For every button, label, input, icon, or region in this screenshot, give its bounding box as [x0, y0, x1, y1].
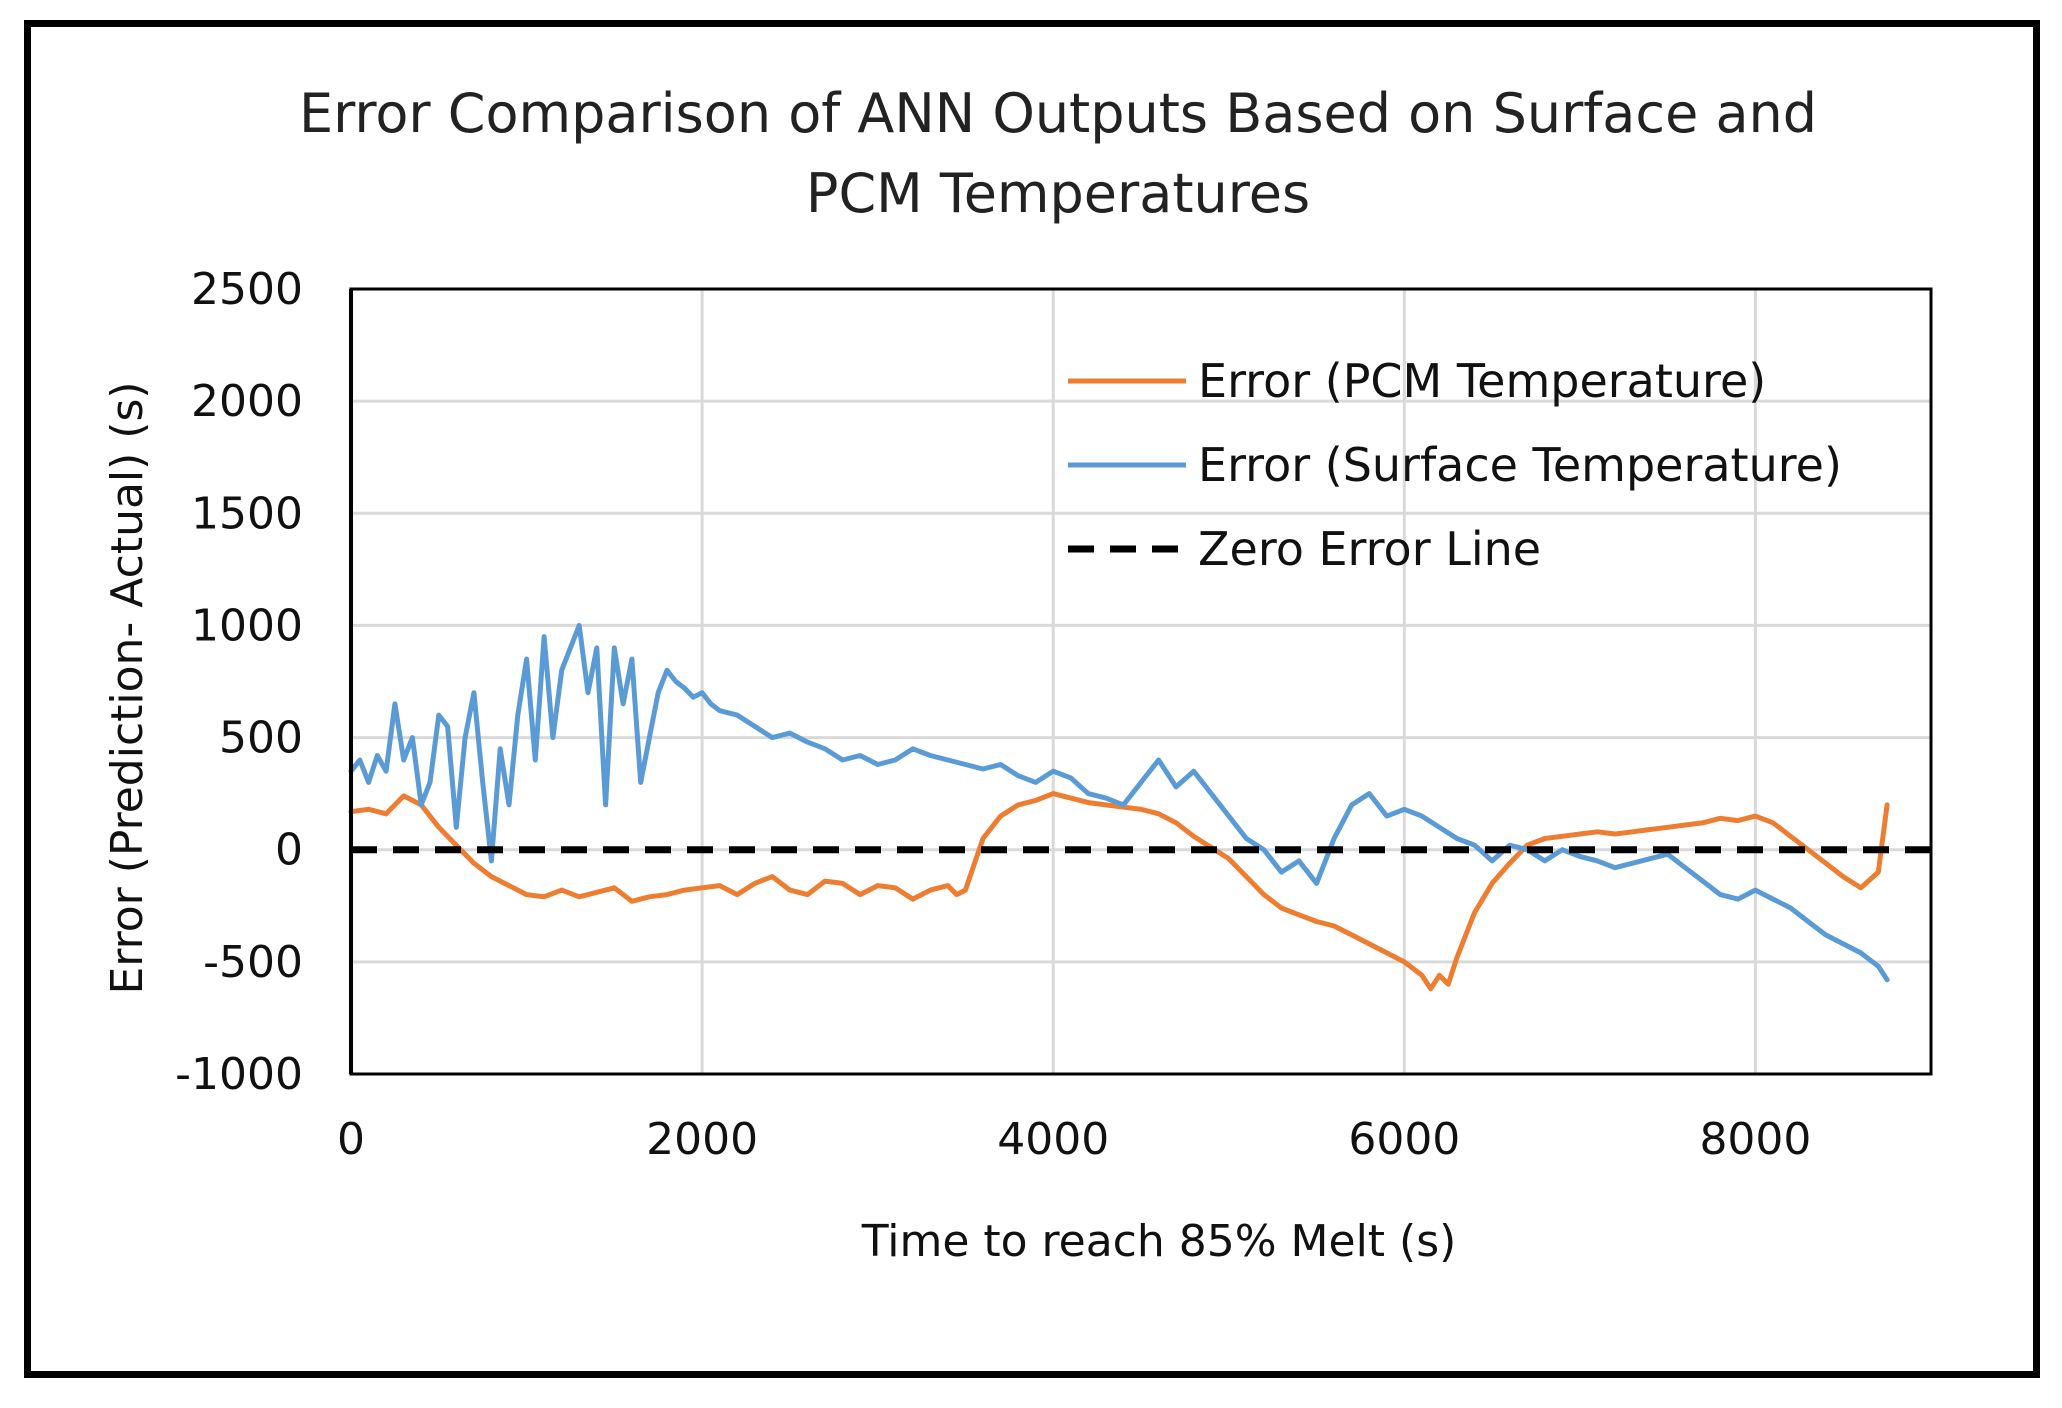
axes	[349, 287, 1933, 1076]
x-tick-label: 8000	[1699, 1114, 1811, 1165]
data-series	[348, 622, 1931, 992]
legend: Error (PCM Temperature) Error (Surface Te…	[1068, 354, 1842, 576]
chart-title-line-2: PCM Temperatures	[806, 162, 1310, 225]
legend-label-2: Zero Error Line	[1198, 522, 1541, 576]
x-tick-label: 0	[337, 1114, 365, 1165]
y-tick-label: 1000	[191, 600, 303, 651]
x-tick-label: 2000	[646, 1114, 758, 1165]
y-tick-label: 2000	[191, 376, 303, 427]
series-line-0	[348, 791, 1890, 992]
y-tick-label: 500	[219, 713, 303, 764]
x-tick-label: 4000	[997, 1114, 1109, 1165]
chart-title-line-1: Error Comparison of ANN Outputs Based on…	[299, 82, 1817, 145]
x-tick-label: 6000	[1348, 1114, 1460, 1165]
figure-frame	[24, 20, 2040, 1378]
series-line-1	[348, 622, 1890, 983]
x-axis-label: Time to reach 85% Melt (s)	[861, 1216, 1457, 1267]
y-tick-label: -1000	[175, 1049, 303, 1100]
y-tick-label: 0	[275, 825, 303, 876]
tick-labels: -1000 -500 0 500 1000 1500 2000 2500 0 2000 4000 60…	[175, 264, 1811, 1165]
legend-label-0: Error (PCM Temperature)	[1198, 354, 1766, 408]
y-tick-label: -500	[203, 937, 303, 988]
legend-label-1: Error (Surface Temperature)	[1198, 438, 1842, 492]
chart-title: Error Comparison of ANN Outputs Based on…	[299, 82, 1817, 225]
y-tick-label: 2500	[191, 264, 303, 315]
y-axis-label: Error (Prediction- Actual) (s)	[102, 381, 153, 994]
y-tick-label: 1500	[191, 488, 303, 539]
